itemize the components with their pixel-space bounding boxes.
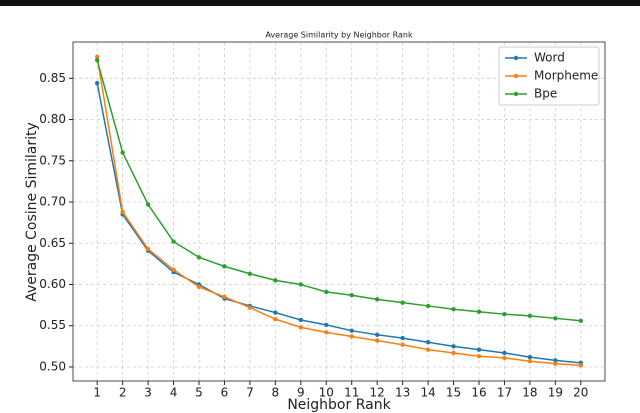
x-tick-label: 8 xyxy=(272,386,280,400)
data-point xyxy=(425,340,431,345)
x-tick-label: 9 xyxy=(297,386,305,400)
y-tick-label: 0.60 xyxy=(39,277,66,291)
x-axis-label: Neighbor Rank xyxy=(287,397,391,413)
legend-marker xyxy=(513,91,519,97)
data-point xyxy=(400,342,405,347)
data-point xyxy=(120,209,125,215)
y-tick-label: 0.80 xyxy=(39,112,66,126)
data-point xyxy=(94,57,100,63)
x-tick-label: 10 xyxy=(319,386,334,400)
data-point xyxy=(222,294,227,300)
legend-box xyxy=(498,46,600,106)
y-tick-label: 0.70 xyxy=(39,195,66,209)
data-point xyxy=(425,303,431,309)
x-tick-label: 19 xyxy=(548,386,563,400)
plot-frame xyxy=(72,41,606,382)
x-tick-label: 4 xyxy=(170,386,178,400)
data-point xyxy=(171,239,176,244)
series-line xyxy=(96,56,581,367)
data-point xyxy=(527,354,533,360)
data-point xyxy=(324,330,329,335)
data-point xyxy=(349,328,354,333)
x-tick-label: 7 xyxy=(246,386,254,400)
data-point xyxy=(374,297,380,302)
x-tick-label: 2 xyxy=(119,386,127,400)
data-point xyxy=(273,278,278,283)
data-point xyxy=(273,310,278,315)
data-point xyxy=(94,81,100,86)
legend-marker xyxy=(513,73,519,79)
data-point xyxy=(527,313,533,319)
series-line xyxy=(96,83,581,364)
data-point xyxy=(451,350,456,356)
data-point xyxy=(476,347,482,352)
y-tick-label: 0.50 xyxy=(39,359,66,373)
data-point xyxy=(298,282,304,287)
legend-label: Bpe xyxy=(534,87,557,101)
data-point xyxy=(578,318,584,323)
data-point xyxy=(145,202,151,207)
y-tick-label: 0.75 xyxy=(39,153,66,167)
data-point xyxy=(196,284,202,290)
data-point xyxy=(298,317,304,323)
data-point xyxy=(374,332,380,338)
top-bar xyxy=(0,0,640,6)
data-point xyxy=(502,311,507,317)
x-tick-label: 18 xyxy=(522,386,537,400)
data-point xyxy=(476,309,482,314)
data-point xyxy=(578,363,584,368)
x-tick-label: 13 xyxy=(395,386,410,400)
data-point xyxy=(324,322,329,328)
x-tick-label: 5 xyxy=(195,386,203,400)
data-point xyxy=(324,289,329,295)
data-point xyxy=(298,325,304,330)
x-tick-label: 1 xyxy=(93,386,101,400)
legend-marker xyxy=(513,55,519,61)
legend-label: Word xyxy=(534,51,565,65)
data-point xyxy=(502,355,507,361)
y-axis-label: Average Cosine Similarity xyxy=(24,122,40,302)
data-point xyxy=(171,267,176,272)
data-point xyxy=(553,358,558,363)
data-point xyxy=(247,271,253,276)
chart-title: Average Similarity by Neighbor Rank xyxy=(265,31,413,40)
x-tick-label: 14 xyxy=(420,386,435,400)
data-point xyxy=(476,354,482,359)
series-line xyxy=(96,59,581,322)
data-point xyxy=(400,335,405,341)
x-tick-label: 17 xyxy=(497,386,512,400)
data-point xyxy=(425,347,431,352)
data-point xyxy=(502,350,507,356)
x-tick-label: 6 xyxy=(221,386,229,400)
data-point xyxy=(349,334,354,339)
data-point xyxy=(196,255,202,260)
data-point xyxy=(451,344,456,349)
x-tick-label: 20 xyxy=(573,386,588,400)
data-point xyxy=(400,300,405,305)
x-tick-label: 12 xyxy=(370,386,385,400)
y-tick-label: 0.65 xyxy=(39,236,66,250)
data-point xyxy=(374,338,380,343)
data-point xyxy=(527,359,533,364)
legend-label: Morpheme xyxy=(534,69,598,83)
data-point xyxy=(94,54,100,60)
data-point xyxy=(273,316,278,322)
data-point xyxy=(553,316,558,321)
x-tick-label: 11 xyxy=(344,386,359,400)
x-tick-label: 15 xyxy=(446,386,461,400)
data-point xyxy=(120,150,125,155)
x-tick-label: 3 xyxy=(144,386,152,400)
data-point xyxy=(349,293,354,298)
x-tick-label: 16 xyxy=(471,386,486,400)
data-point xyxy=(553,361,558,366)
data-point xyxy=(222,264,227,269)
y-tick-label: 0.85 xyxy=(39,71,66,85)
data-point xyxy=(451,307,456,312)
data-point xyxy=(145,246,151,252)
y-tick-label: 0.55 xyxy=(39,318,66,332)
data-point xyxy=(247,305,253,310)
